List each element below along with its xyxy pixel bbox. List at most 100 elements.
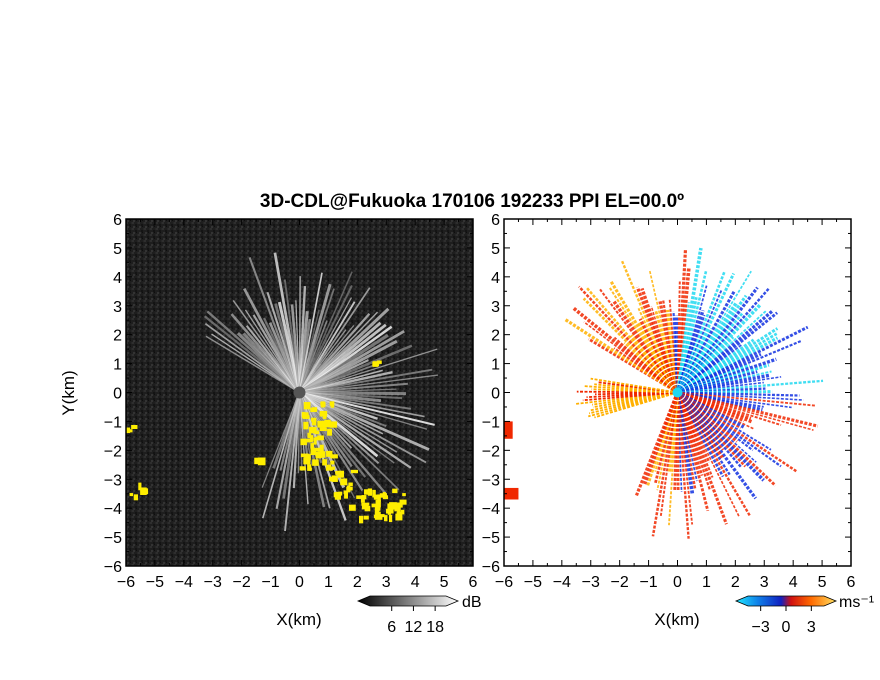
x-tick-label: 1 — [702, 574, 711, 591]
yellow-patch — [300, 453, 309, 458]
velocity-ray — [676, 286, 759, 394]
x-tick-label: 6 — [847, 574, 856, 591]
snr-ray — [248, 256, 301, 393]
yellow-patch — [320, 420, 328, 426]
y-tick-label: 5 — [491, 241, 500, 258]
yellow-patch — [307, 433, 311, 437]
velocity-ray — [676, 392, 690, 539]
x-tick-label: −1 — [639, 574, 657, 591]
velocity-ray — [676, 309, 775, 394]
snr-ray — [290, 304, 301, 393]
velocity-ray — [675, 392, 695, 494]
y-tick-label: −5 — [104, 530, 122, 547]
x-tick-label: −4 — [553, 574, 571, 591]
yellow-patch — [257, 457, 266, 466]
y-tick-label: 1 — [113, 357, 122, 374]
yellow-patch — [386, 508, 394, 514]
yellow-patch — [312, 459, 319, 466]
x-tick-label: 5 — [818, 574, 827, 591]
yellow-patch — [326, 450, 333, 457]
yellow-patch — [360, 498, 365, 503]
velocity-ray — [676, 392, 694, 525]
y-tick-label: −6 — [104, 559, 122, 576]
yellow-patch — [322, 411, 327, 419]
yellow-patch — [319, 427, 327, 432]
velocity-rays — [504, 247, 824, 539]
yellow-patch — [402, 493, 406, 497]
yellow-patch — [382, 495, 389, 500]
yellow-patch — [348, 504, 356, 511]
yellow-patch — [377, 494, 381, 502]
yellow-patch — [302, 415, 310, 419]
velocity-ray — [668, 392, 679, 526]
snr-ray — [299, 361, 382, 394]
yellow-patch — [346, 486, 353, 491]
snr-rays — [203, 252, 439, 532]
velocity-ray — [676, 391, 777, 487]
y-tick-label: 2 — [491, 328, 500, 345]
velocity-ray — [676, 336, 735, 394]
yellow-patch — [324, 419, 331, 428]
velocity-colorbar-bar — [734, 595, 838, 607]
yellow-patch — [309, 435, 314, 442]
yellow-patch — [309, 426, 317, 434]
yellow-patch — [334, 491, 341, 500]
yellow-patch — [138, 482, 142, 491]
velocity-colorbar-tick-label: 3 — [807, 619, 816, 636]
yellow-patch — [313, 437, 317, 445]
yellow-patch — [330, 460, 335, 465]
yellow-patch — [361, 502, 370, 506]
yellow-patch — [382, 492, 386, 497]
snr-ray — [232, 300, 301, 393]
snr-colorbar-unit: dB — [462, 594, 482, 611]
velocity-edge-patch — [504, 487, 519, 500]
yellow-patch — [133, 494, 139, 501]
yellow-patch — [317, 420, 325, 428]
x-tick-label: 0 — [295, 574, 304, 591]
x-tick-label: −6 — [495, 574, 513, 591]
velocity-ray — [677, 391, 741, 429]
snr-ray — [298, 272, 323, 393]
yellow-patch — [319, 444, 324, 452]
snr-colorbar-ticks: 6 12 18 — [387, 606, 444, 636]
yellow-patch — [329, 421, 338, 428]
velocity-ray — [676, 390, 745, 429]
snr-ray — [298, 391, 412, 469]
velocity-ray — [656, 392, 679, 491]
yellow-patch — [392, 488, 398, 494]
y-tick-label: 5 — [113, 241, 122, 258]
yellow-patch — [129, 493, 134, 497]
yellow-patch — [331, 475, 338, 482]
velocity-colorbar-unit: ms⁻¹ — [839, 594, 874, 611]
yellow-patch — [310, 443, 314, 449]
velocity-ray — [677, 391, 745, 423]
yellow-patch — [330, 454, 338, 459]
y-tick-label: −5 — [482, 530, 500, 547]
x-tick-label: −2 — [233, 574, 251, 591]
yellow-patch — [395, 513, 403, 521]
snr-ray — [205, 335, 300, 394]
y-tick-label: 4 — [491, 270, 500, 287]
yellow-patch — [364, 489, 371, 495]
x-tick-label: 1 — [324, 574, 333, 591]
snr-ray — [299, 391, 412, 410]
yellow-patch — [397, 505, 401, 513]
yellow-patch — [344, 491, 348, 499]
snr-colorbar: 6 12 18 dB — [356, 594, 482, 636]
yellow-patch — [317, 451, 326, 458]
velocity-colorbar-tick-label: 0 — [782, 619, 791, 636]
panel-velocity: −6 −5 −4 −3 −2 −1 0 1 2 3 4 5 6 −6 −5 −4 −3 −2 −1 0 1 2 3 4 5 6 X… — [482, 212, 856, 629]
y-tick-label: 6 — [113, 212, 122, 229]
velocity-ray — [667, 392, 680, 474]
x-tick-label: −5 — [146, 574, 164, 591]
x-tick-label: −1 — [261, 574, 279, 591]
yellow-patch — [307, 464, 312, 471]
snr-xlabel: X(km) — [276, 610, 321, 629]
y-tick-label: 3 — [491, 299, 500, 316]
yellow-patch — [361, 503, 369, 510]
yellow-patch — [376, 360, 382, 364]
velocity-colorbar: −3 0 3 ms⁻¹ — [734, 594, 874, 636]
y-tick-label: 2 — [113, 328, 122, 345]
yellow-patch — [372, 489, 376, 498]
velocity-axes: −6 −5 −4 −3 −2 −1 0 1 2 3 4 5 6 −6 −5 −4 −3 −2 −1 0 1 2 3 4 5 6 — [482, 212, 856, 591]
